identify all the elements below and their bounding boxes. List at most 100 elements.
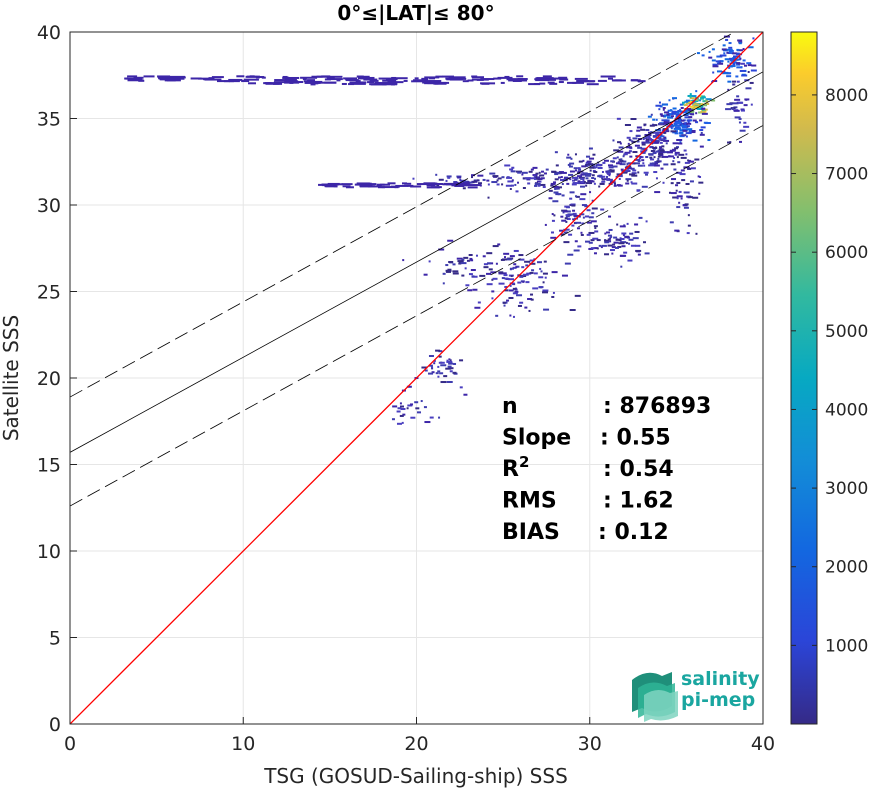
density-cell xyxy=(630,118,637,121)
density-cell xyxy=(750,103,753,106)
density-cell xyxy=(586,233,591,236)
y-tick-label: 5 xyxy=(49,628,61,650)
density-cell xyxy=(686,232,690,235)
density-cell xyxy=(670,163,676,166)
density-cell xyxy=(690,113,695,116)
density-cell xyxy=(660,131,667,134)
density-cell xyxy=(617,141,622,144)
density-cell xyxy=(655,177,658,180)
density-cell xyxy=(737,39,743,42)
colorbar-tick-label: 5000 xyxy=(825,322,868,342)
density-cell xyxy=(687,167,692,170)
density-cell xyxy=(558,186,563,189)
density-cell xyxy=(578,168,582,171)
density-cell xyxy=(732,63,736,66)
density-cell xyxy=(568,233,573,236)
density-cell xyxy=(599,182,605,185)
density-cell xyxy=(467,186,478,189)
density-cell xyxy=(539,82,546,85)
density-cell xyxy=(695,99,699,102)
density-cell xyxy=(354,183,366,186)
density-cell xyxy=(688,116,693,119)
density-cell xyxy=(462,187,466,190)
density-cell xyxy=(311,75,329,78)
density-cell xyxy=(747,70,750,73)
density-cell xyxy=(578,160,583,163)
density-cell xyxy=(627,162,634,165)
density-cell xyxy=(621,232,627,235)
density-cell xyxy=(726,75,732,78)
y-axis-label: Satellite SSS xyxy=(0,315,23,441)
y-tick-label: 25 xyxy=(37,282,61,304)
density-cell xyxy=(512,79,522,82)
density-cell xyxy=(406,385,412,388)
density-cell xyxy=(692,196,699,199)
density-cell xyxy=(612,243,616,246)
density-cell xyxy=(565,220,568,223)
density-cell xyxy=(644,252,650,255)
density-cell xyxy=(683,104,688,107)
density-cell xyxy=(685,99,690,102)
density-cell xyxy=(567,153,570,156)
density-cell xyxy=(504,164,511,167)
density-cell xyxy=(619,237,625,240)
density-cell xyxy=(631,182,638,185)
x-axis-ticks: 0 10 20 30 40 xyxy=(64,717,775,755)
density-cell xyxy=(495,314,499,317)
density-cell xyxy=(702,100,706,103)
density-cell xyxy=(587,180,594,183)
density-cell xyxy=(533,83,540,86)
stat-label: BIAS xyxy=(502,520,560,545)
density-cell xyxy=(624,169,630,172)
density-cell xyxy=(576,80,590,83)
density-cell xyxy=(582,159,585,162)
density-cell xyxy=(580,233,584,236)
density-cell xyxy=(568,173,574,176)
density-cell xyxy=(661,119,668,122)
density-cell xyxy=(513,263,517,266)
density-cell xyxy=(537,176,541,179)
density-cell xyxy=(700,126,706,129)
density-cell xyxy=(711,59,716,62)
density-cell xyxy=(428,355,434,358)
density-cell xyxy=(521,171,528,174)
density-cell xyxy=(607,238,611,241)
density-cell xyxy=(590,247,595,250)
density-cell xyxy=(618,177,621,180)
density-cell xyxy=(336,79,341,82)
density-cell xyxy=(466,184,482,187)
density-cell xyxy=(421,366,428,369)
density-cell xyxy=(645,173,649,176)
density-cell xyxy=(338,183,343,186)
density-cell xyxy=(629,232,634,235)
density-cell xyxy=(631,172,637,175)
density-cell xyxy=(378,77,394,80)
density-cell xyxy=(531,269,535,272)
density-cell xyxy=(563,231,568,234)
density-cell xyxy=(637,171,640,174)
density-cell xyxy=(559,179,563,182)
density-cell xyxy=(594,177,597,180)
density-cell xyxy=(642,162,645,165)
density-cell xyxy=(620,254,627,257)
density-cell xyxy=(509,284,512,287)
density-cell xyxy=(675,189,678,192)
density-cell xyxy=(650,158,655,161)
density-cell xyxy=(585,177,589,180)
density-cell xyxy=(678,153,685,156)
density-cell xyxy=(539,183,546,186)
density-cell xyxy=(502,301,506,304)
density-cell xyxy=(645,129,650,132)
density-cell xyxy=(573,214,580,217)
one-to-one-line xyxy=(70,32,763,724)
density-cell xyxy=(341,183,353,186)
density-cell xyxy=(707,139,711,142)
density-cell xyxy=(692,103,699,106)
density-cell xyxy=(623,153,628,156)
density-cell xyxy=(643,164,646,167)
density-cell xyxy=(527,298,533,301)
regression-fit-line xyxy=(70,71,763,453)
density-cell xyxy=(577,215,581,218)
density-cell xyxy=(510,184,514,187)
density-cell xyxy=(614,246,619,249)
